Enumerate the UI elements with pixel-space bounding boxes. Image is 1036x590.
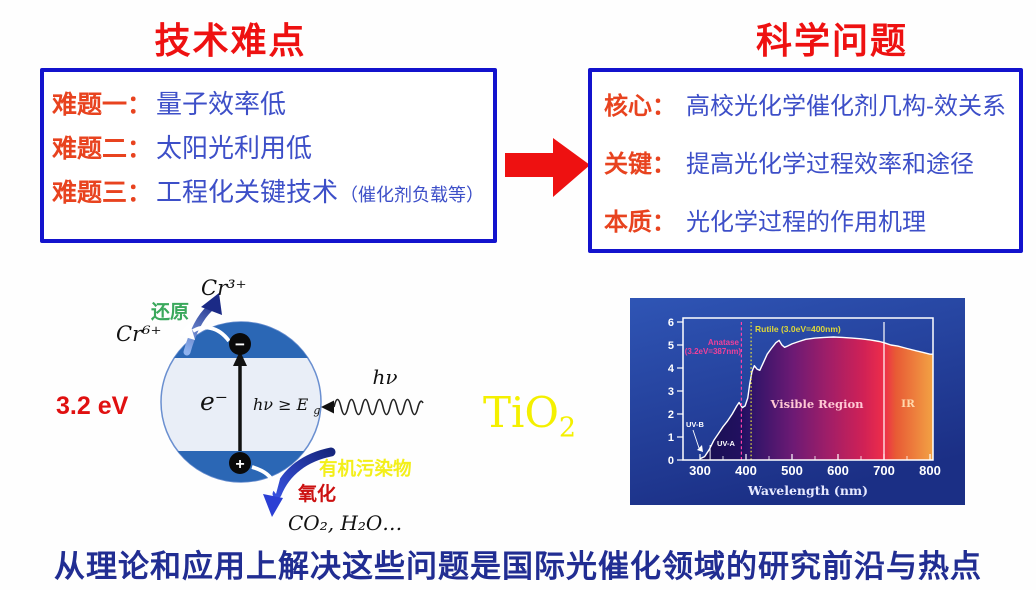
reduction-arrow	[183, 304, 214, 356]
list-item: 难题二： 太阳光利用低	[52, 128, 493, 165]
photocatalysis-diagram: − + 3.2 eV Cr³⁺ Cr⁶⁺ 还原 e⁻ hν ≥ E g hν 有…	[56, 276, 424, 535]
item-note: （催化剂负载等）	[340, 185, 485, 205]
axis-tick-label: 1	[668, 432, 674, 444]
products-label: CO₂, H₂O…	[288, 511, 402, 535]
list-item: 本质： 光化学过程的作用机理	[604, 202, 1019, 237]
item-label: 核心：	[604, 93, 676, 120]
axis-tick-label: 2	[668, 409, 674, 421]
axis-tick-label: 3	[668, 386, 674, 398]
item-label: 本质：	[604, 209, 676, 236]
item-text: 太阳光利用低	[156, 133, 313, 163]
uvb-label: UV-B	[686, 420, 705, 429]
anatase-label-line1: Anatase	[708, 338, 740, 347]
bottom-caption: 从理论和应用上解决这些问题是国际光催化领域的研究前沿与热点	[54, 549, 982, 584]
transition-condition-label: hν ≥ E g	[253, 395, 320, 417]
item-text: 量子效率低	[156, 89, 287, 119]
transition-sub: g	[313, 404, 320, 417]
photon-arrowhead-icon	[321, 400, 334, 414]
uva-label: UV-A	[717, 439, 736, 448]
cr6-label: Cr⁶⁺	[116, 322, 162, 346]
hole-symbol: +	[235, 456, 244, 473]
list-item: 难题一： 量子效率低	[52, 84, 493, 121]
rutile-label: Rutile (3.0eV=400nm)	[755, 324, 841, 334]
item-text: 高校光化学催化剂几构-效关系	[686, 93, 1006, 120]
list-item: 核心： 高校光化学催化剂几构-效关系	[604, 86, 1019, 121]
axis-tick-label: 600	[827, 463, 849, 478]
photon-wave-icon	[333, 398, 424, 416]
list-item: 难题三： 工程化关键技术 （催化剂负载等）	[52, 172, 493, 209]
spectrum-marker-lines	[709, 322, 885, 460]
photon-label: hν	[372, 365, 397, 389]
oxidation-arrowhead-icon	[263, 494, 283, 517]
item-label: 难题三：	[52, 179, 153, 207]
electron-ball	[229, 333, 251, 355]
anatase-label-line2: (3.2eV=387nm)	[685, 347, 742, 356]
tio2-label: TiO2	[483, 388, 576, 443]
spectrum-area	[700, 337, 933, 460]
item-label: 难题二：	[52, 135, 153, 163]
band-gap-label: 3.2 eV	[56, 392, 129, 420]
axis-tick-label: 6	[668, 317, 674, 329]
axis-tick-label: 4	[668, 363, 675, 375]
tio2-sub: 2	[558, 412, 577, 444]
solar-spectrum-chart: 0 1 2 3 4 5 6 300 400 500 600 700 800 Anatase (3.2eV…	[630, 298, 965, 505]
list-item: 关键： 提高光化学过程效率和途径	[604, 144, 1019, 179]
item-text: 光化学过程的作用机理	[686, 209, 926, 236]
item-text: 工程化关键技术	[156, 177, 339, 207]
axis-tick-label: 5	[668, 340, 674, 352]
electron-transfer-arrow	[192, 325, 231, 343]
tio2-main: TiO	[483, 388, 559, 437]
transition-main: hν ≥ E	[253, 395, 309, 414]
item-label: 关键：	[604, 151, 676, 178]
uvb-pointer-arrowhead-icon	[697, 445, 703, 452]
item-label: 难题一：	[52, 91, 153, 119]
cr3-label: Cr³⁺	[201, 276, 247, 300]
plot-frame	[682, 317, 934, 461]
reduction-label: 还原	[150, 301, 189, 323]
axis-tick-label: 0	[668, 455, 674, 467]
technical-difficulties-box: 难题一： 量子效率低 难题二： 太阳光利用低 难题三： 工程化关键技术 （催化剂…	[40, 68, 497, 243]
left-section-title: 技术难点	[154, 20, 307, 61]
axis-tick-label: 500	[781, 463, 803, 478]
electron-label: e⁻	[200, 387, 228, 416]
uvb-pointer-line	[692, 429, 700, 449]
oxidation-label: 氧化	[298, 482, 336, 505]
scientific-questions-box: 核心： 高校光化学催化剂几构-效关系 关键： 提高光化学过程效率和途径 本质： …	[588, 68, 1023, 253]
axis-ticks-and-labels: 0 1 2 3 4 5 6 300 400 500 600 700 800	[668, 317, 941, 478]
electron-transfer-arrowhead-icon	[178, 323, 195, 340]
oxidation-arrow	[272, 447, 336, 499]
reduction-arrowhead-icon	[201, 293, 222, 315]
ir-label: IR	[901, 398, 915, 410]
hole-transfer-arrowhead-icon	[266, 479, 280, 494]
electron-symbol: −	[235, 335, 245, 354]
hole-ball	[229, 452, 251, 474]
right-arrow-icon	[505, 138, 590, 197]
x-axis-title: Wavelength (nm)	[747, 483, 868, 498]
spectrum-curve	[699, 336, 933, 460]
item-text: 提高光化学过程效率和途径	[686, 151, 974, 178]
excitation-arrowhead-icon	[233, 351, 247, 366]
red-right-arrow	[505, 138, 590, 197]
pollutant-label: 有机污染物	[319, 458, 412, 479]
axis-tick-label: 300	[689, 463, 711, 478]
visible-region-label: Visible Region	[770, 397, 865, 411]
axis-tick-label: 400	[735, 463, 757, 478]
axis-tick-label: 800	[919, 463, 941, 478]
axis-tick-label: 700	[873, 463, 895, 478]
right-section-title: 科学问题	[755, 20, 908, 61]
